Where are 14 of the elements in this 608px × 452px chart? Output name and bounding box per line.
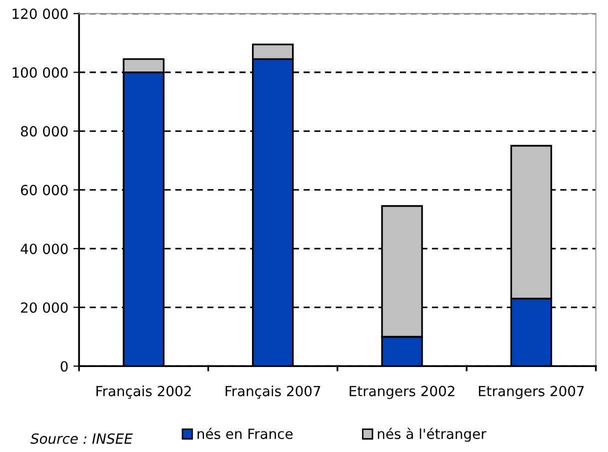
y-tick-label: 120 000 — [12, 8, 68, 20]
y-tick-label: 0 — [60, 361, 68, 372]
x-tick-label: Etrangers 2002 — [350, 386, 454, 400]
x-tick-label: Français 2002 — [96, 386, 191, 399]
legend-label: nés à l'étranger — [378, 428, 486, 442]
legend-label: nés en France — [198, 428, 293, 440]
x-tick-label: Français 2007 — [226, 386, 320, 399]
x-tick-label: Etrangers 2007 — [478, 386, 584, 400]
y-tick-label: 80 000 — [20, 126, 68, 137]
y-tick-label: 40 000 — [20, 244, 68, 254]
y-tick-label: 100 000 — [12, 67, 68, 78]
source-note: Source : INSEE — [30, 433, 133, 444]
y-tick-label: 20 000 — [21, 302, 68, 313]
y-tick-label: 60 000 — [20, 184, 68, 196]
